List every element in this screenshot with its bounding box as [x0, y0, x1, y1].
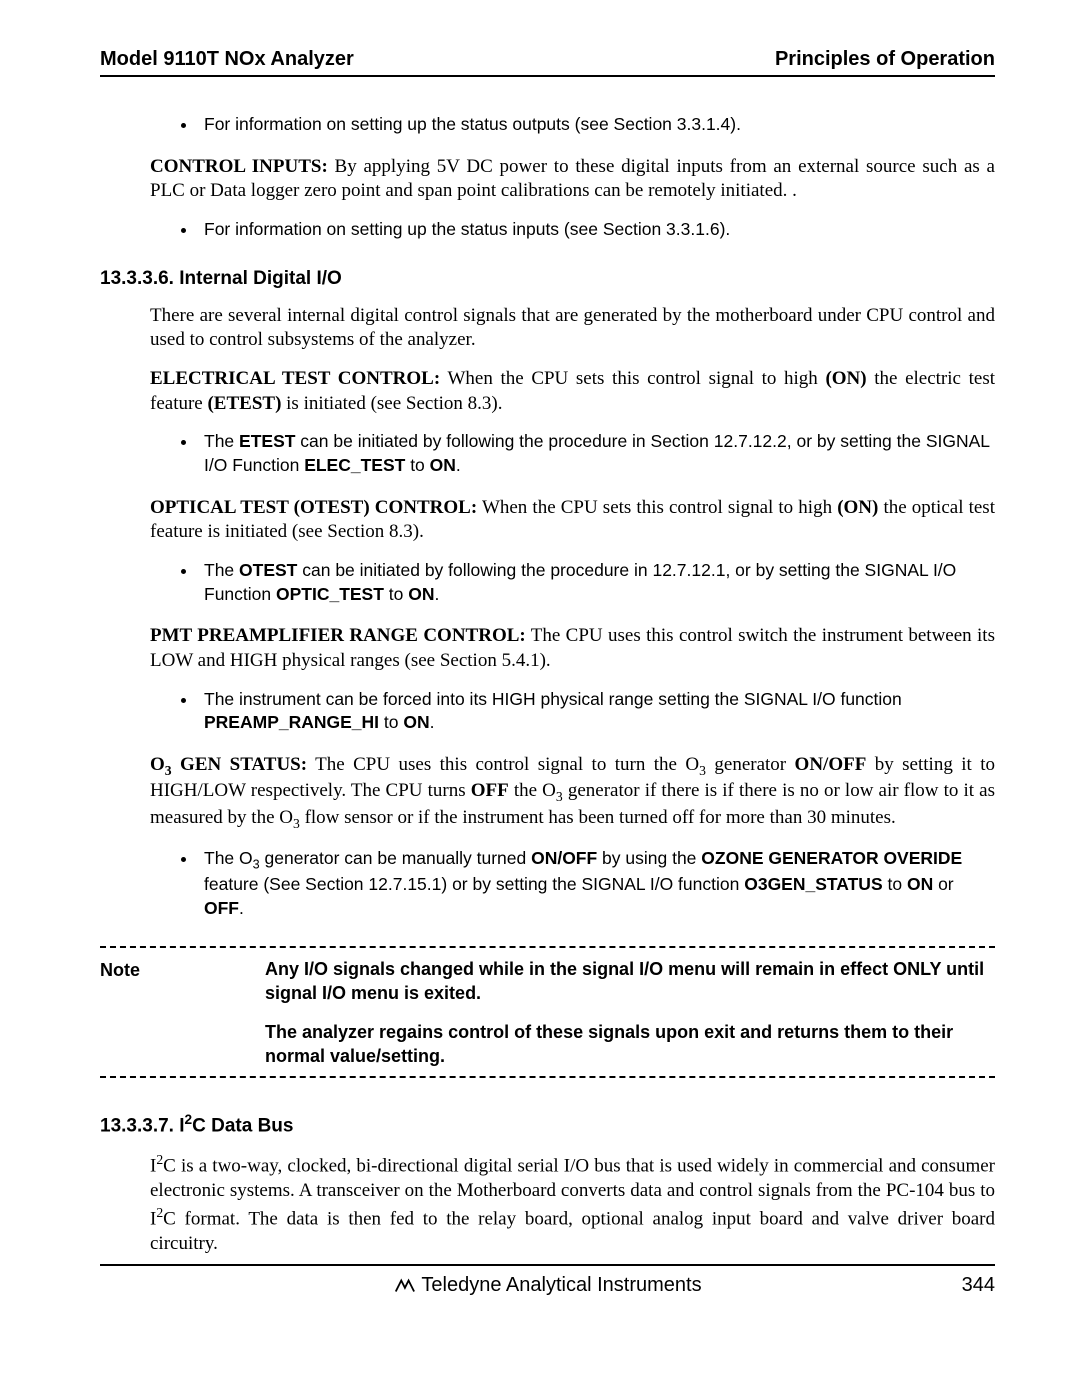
bullet-item: For information on setting up the status… [198, 113, 995, 137]
bullet-item: The instrument can be forced into its HI… [198, 688, 995, 735]
text: O [150, 754, 165, 775]
note-body: Any I/O signals changed while in the sig… [265, 958, 995, 1068]
bullet-item: The OTEST can be initiated by following … [198, 559, 995, 606]
text: . [239, 898, 244, 918]
page-header: Model 9110T NOx Analyzer Principles of O… [100, 48, 995, 77]
page-footer: Teledyne Analytical Instruments 344 [100, 1264, 995, 1297]
text: 13.3.3.7. I [100, 1115, 185, 1136]
strong: OTEST [239, 560, 297, 580]
text: GEN STATUS: [172, 754, 307, 775]
subscript: 3 [293, 816, 300, 831]
strong-label: O3 GEN STATUS: [150, 754, 307, 775]
strong: PREAMP_RANGE_HI [204, 712, 379, 732]
bullet-list: The OTEST can be initiated by following … [150, 559, 995, 606]
paragraph: ELECTRICAL TEST CONTROL: When the CPU se… [150, 367, 995, 416]
text: . [430, 712, 435, 732]
paragraph: CONTROL INPUTS: By applying 5V DC power … [150, 155, 995, 204]
subscript: 3 [556, 789, 563, 804]
text: the O [509, 780, 556, 801]
strong: (ETEST) [207, 393, 281, 414]
paragraph: I2C is a two-way, clocked, bi-directiona… [150, 1151, 995, 1256]
strong: (ON) [837, 497, 878, 518]
strong: OPTIC_TEST [276, 584, 384, 604]
text: The O [204, 848, 253, 868]
strong: ON [907, 874, 933, 894]
strong-label: OPTICAL TEST (OTEST) CONTROL: [150, 497, 477, 518]
page: Model 9110T NOx Analyzer Principles of O… [0, 0, 1080, 1397]
subscript: 3 [253, 857, 260, 871]
subscript: 3 [699, 763, 706, 778]
strong: ON [408, 584, 434, 604]
bullet-list: The ETEST can be initiated by following … [150, 430, 995, 477]
text: The CPU uses this control signal to turn… [307, 754, 699, 775]
footer-spacer [100, 1274, 106, 1297]
strong: (ON) [825, 368, 866, 389]
bullet-list: For information on setting up the status… [150, 113, 995, 137]
text: C format. The data is then fed to the re… [150, 1208, 995, 1254]
text: to [405, 455, 429, 475]
footer-center: Teledyne Analytical Instruments [393, 1274, 701, 1297]
text: to [379, 712, 403, 732]
text: flow sensor or if the instrument has bee… [300, 807, 896, 828]
strong: ON/OFF [795, 754, 867, 775]
text: generator can be manually turned [260, 848, 531, 868]
paragraph: There are several internal digital contr… [150, 304, 995, 353]
section-heading: 13.3.3.7. I2C Data Bus [100, 1112, 995, 1137]
bullet-item: The O3 generator can be manually turned … [198, 847, 995, 921]
text: to [883, 874, 907, 894]
text: When the CPU sets this control signal to… [477, 497, 837, 518]
text: When the CPU sets this control signal to… [440, 368, 825, 389]
bullet-item: The ETEST can be initiated by following … [198, 430, 995, 477]
strong: ON [430, 455, 456, 475]
strong-label: ELECTRICAL TEST CONTROL: [150, 368, 440, 389]
strong: ON/OFF [531, 848, 597, 868]
superscript: 2 [185, 1112, 193, 1127]
company-logo-icon [393, 1278, 415, 1294]
note-paragraph: The analyzer regains control of these si… [265, 1021, 995, 1068]
strong: O3GEN_STATUS [744, 874, 882, 894]
paragraph: OPTICAL TEST (OTEST) CONTROL: When the C… [150, 496, 995, 545]
text: . [456, 455, 461, 475]
bullet-list: The instrument can be forced into its HI… [150, 688, 995, 735]
bullet-list: The O3 generator can be manually turned … [150, 847, 995, 921]
strong: ON [403, 712, 429, 732]
strong-label: PMT PREAMPLIFIER RANGE CONTROL: [150, 625, 526, 646]
section-heading: 13.3.3.6. Internal Digital I/O [100, 268, 995, 290]
strong-label: CONTROL INPUTS: [150, 156, 328, 177]
header-right: Principles of Operation [775, 48, 995, 71]
strong: ETEST [239, 431, 295, 451]
subscript: 3 [165, 763, 172, 778]
bullet-list: For information on setting up the status… [150, 218, 995, 242]
text: C Data Bus [192, 1115, 293, 1136]
text: by using the [597, 848, 701, 868]
footer-inner: Teledyne Analytical Instruments 344 [100, 1274, 995, 1297]
text: The [204, 560, 239, 580]
note-box: Note Any I/O signals changed while in th… [100, 946, 995, 1078]
paragraph: O3 GEN STATUS: The CPU uses this control… [150, 753, 995, 833]
text: or [933, 874, 953, 894]
strong: OFF [471, 780, 509, 801]
text: . [435, 584, 440, 604]
header-left: Model 9110T NOx Analyzer [100, 48, 354, 71]
text: The instrument can be forced into its HI… [204, 689, 902, 709]
text: feature (See Section 12.7.15.1) or by se… [204, 874, 744, 894]
text: to [384, 584, 408, 604]
text: is initiated (see Section 8.3). [281, 393, 502, 414]
strong: ELEC_TEST [304, 455, 405, 475]
footer-company: Teledyne Analytical Instruments [421, 1274, 701, 1297]
note-paragraph: Any I/O signals changed while in the sig… [265, 958, 995, 1005]
text: The [204, 431, 239, 451]
bullet-item: For information on setting up the status… [198, 218, 995, 242]
note-label: Note [100, 958, 265, 1068]
strong: OZONE GENERATOR OVERIDE [701, 848, 962, 868]
paragraph: PMT PREAMPLIFIER RANGE CONTROL: The CPU … [150, 624, 995, 673]
strong: OFF [204, 898, 239, 918]
text: generator [706, 754, 795, 775]
footer-page-number: 344 [962, 1274, 995, 1297]
content-body: For information on setting up the status… [100, 113, 995, 1257]
